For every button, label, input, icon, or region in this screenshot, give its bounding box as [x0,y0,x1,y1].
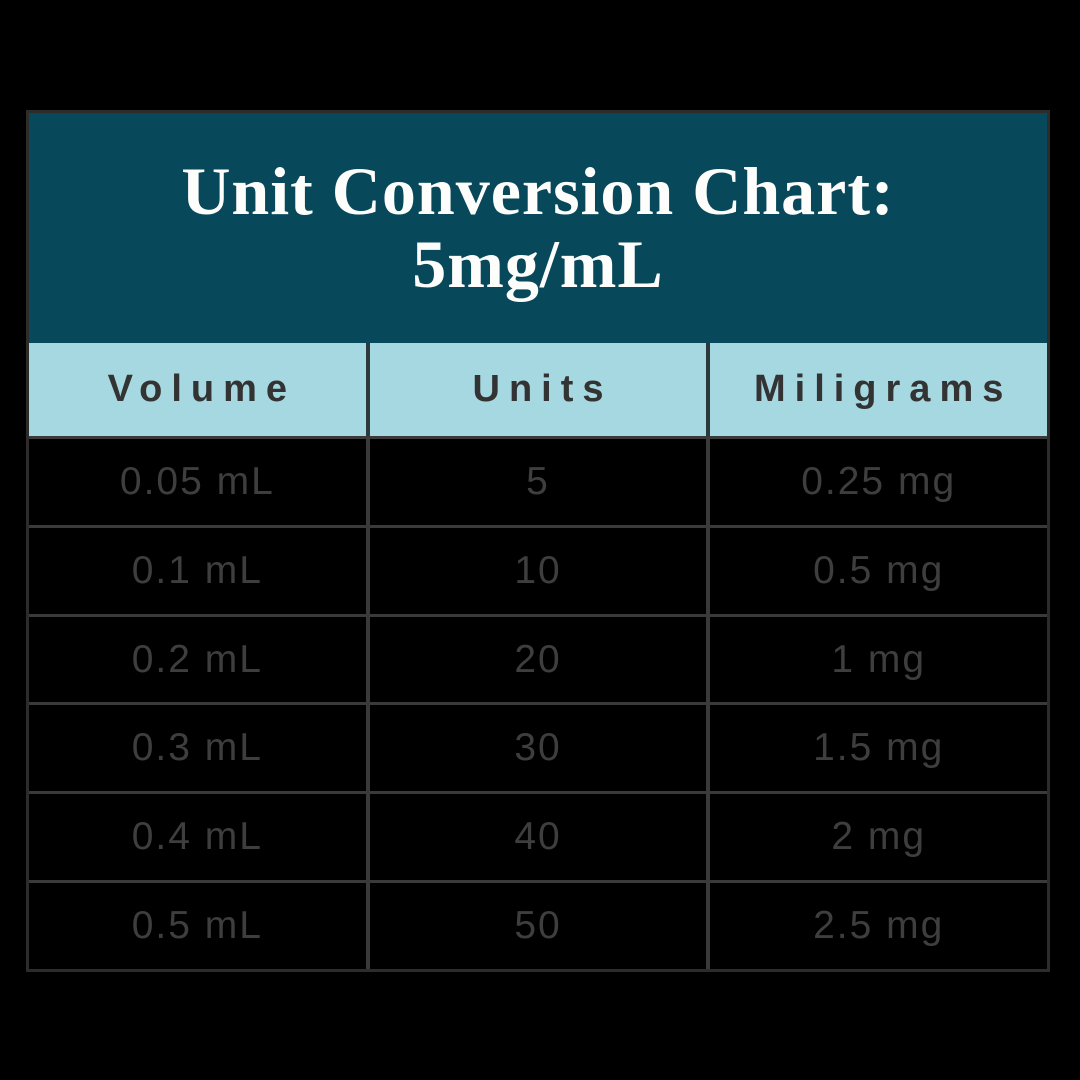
cell-volume: 0.5 mL [131,904,263,948]
cell-miligrams: 0.5 mg [706,527,1047,614]
cell-miligrams: 2 mg [706,794,1047,881]
cell-volume: 0.05 mL [119,459,275,503]
cell-units: 30 [365,705,707,792]
cell-miligrams: 2.5 mg [706,883,1047,969]
table-row: 0.3 mL 30 1.5 mg [29,702,1047,792]
table-row: 0.4 mL 40 2 mg [29,791,1047,881]
table-row: 0.05 mL 5 0.25 mg [29,436,1047,525]
table-row: 0.1 mL 10 0.5 mg [29,524,1047,614]
table-row: 0.2 mL 20 1 mg [29,613,1047,703]
column-header-units: Units [365,343,707,436]
cell-units: 5 [365,439,707,525]
table-body: 0.05 mL 5 0.25 mg 0.1 mL 10 0.5 mg 0.2 m… [29,436,1047,969]
column-header-volume: Volume [107,368,297,410]
cell-miligrams: 0.25 mg [706,439,1047,525]
table-title-line2: 5mg/mL [412,226,664,302]
cell-volume: 0.1 mL [131,548,263,592]
cell-volume: 0.4 mL [131,815,263,859]
table-title-band: Unit Conversion Chart: 5mg/mL [29,113,1047,343]
cell-units: 10 [365,527,707,614]
table-title-line1: Unit Conversion Chart: [181,152,895,229]
cell-units: 40 [365,794,707,881]
cell-units: 50 [365,883,707,969]
column-header-miligrams: Miligrams [706,343,1047,436]
cell-units: 20 [365,616,707,703]
cell-miligrams: 1.5 mg [706,705,1047,792]
conversion-table: Unit Conversion Chart: 5mg/mL Volume Uni… [26,110,1050,972]
cell-volume: 0.3 mL [131,726,263,770]
table-header-row: Volume Units Miligrams [29,343,1047,436]
cell-miligrams: 1 mg [706,616,1047,703]
table-row: 0.5 mL 50 2.5 mg [29,880,1047,969]
cell-volume: 0.2 mL [131,637,263,681]
